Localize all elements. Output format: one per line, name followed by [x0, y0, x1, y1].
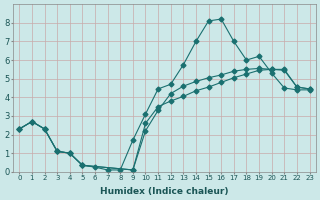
X-axis label: Humidex (Indice chaleur): Humidex (Indice chaleur) — [100, 187, 229, 196]
